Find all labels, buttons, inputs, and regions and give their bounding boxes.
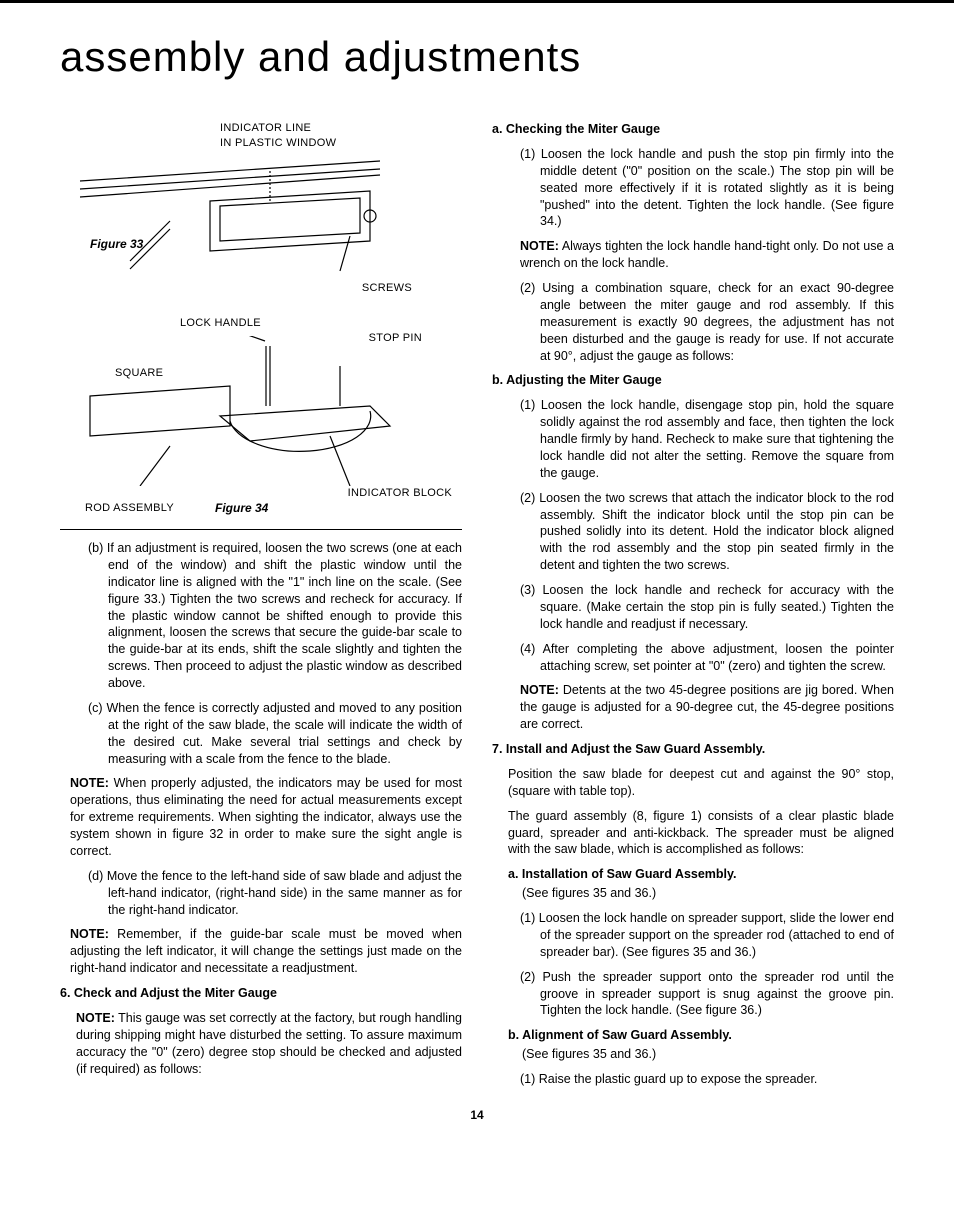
right-column: a. Checking the Miter Gauge (1) Loosen t…: [492, 121, 894, 1096]
para-b4: (4) After completing the above adjustmen…: [492, 641, 894, 675]
para-gb1: (1) Raise the plastic guard up to expose…: [492, 1071, 894, 1088]
callout-rod-assembly: ROD ASSEMBLY: [85, 501, 174, 516]
note-b-body: Detents at the two 45-degree positions a…: [520, 683, 894, 731]
sec-ga-sub: (See figures 35 and 36.): [492, 885, 894, 902]
note-b-label: NOTE:: [520, 683, 559, 697]
para-a1: (1) Loosen the lock handle and push the …: [492, 146, 894, 230]
note-1-body: When properly adjusted, the indicators m…: [70, 776, 462, 858]
para-b2: (2) Loosen the two screws that attach th…: [492, 490, 894, 574]
sec7-p1: Position the saw blade for deepest cut a…: [492, 766, 894, 800]
note-b: NOTE: Detents at the two 45-degree posit…: [492, 682, 894, 733]
note-2: NOTE: Remember, if the guide-bar scale m…: [60, 926, 462, 977]
section-6-note-body: This gauge was set correctly at the fact…: [76, 1011, 462, 1076]
callout-screws: SCREWS: [362, 281, 412, 296]
section-7-heading: 7. Install and Adjust the Saw Guard Asse…: [492, 741, 894, 758]
sec-a-heading: a. Checking the Miter Gauge: [492, 121, 894, 138]
sec-gb-heading: b. Alignment of Saw Guard Assembly.: [492, 1027, 894, 1044]
section-6-heading: 6. Check and Adjust the Miter Gauge: [60, 985, 462, 1002]
note-2-label: NOTE:: [70, 927, 109, 941]
sec7-p2: The guard assembly (8, figure 1) consist…: [492, 808, 894, 859]
section-6-note-label: NOTE:: [76, 1011, 115, 1025]
para-b1: (1) Loosen the lock handle, disengage st…: [492, 397, 894, 481]
sec-b-heading: b. Adjusting the Miter Gauge: [492, 372, 894, 389]
para-ga2: (2) Push the spreader support onto the s…: [492, 969, 894, 1020]
page-number: 14: [60, 1108, 894, 1122]
left-column: INDICATOR LINE IN PLASTIC WINDOW Figure …: [60, 121, 462, 1096]
figure-34: LOCK HANDLE STOP PIN SQUARE ROD ASSEMBLY: [60, 316, 462, 516]
figure-33: INDICATOR LINE IN PLASTIC WINDOW Figure …: [60, 121, 462, 311]
section-6-note: NOTE: This gauge was set correctly at th…: [60, 1010, 462, 1078]
para-c: (c) When the fence is correctly adjusted…: [60, 700, 462, 768]
note-a-body: Always tighten the lock handle hand-tigh…: [520, 239, 894, 270]
callout-indicator-block: INDICATOR BLOCK: [348, 486, 452, 501]
note-1: NOTE: When properly adjusted, the indica…: [60, 775, 462, 859]
para-ga1: (1) Loosen the lock handle on spreader s…: [492, 910, 894, 961]
note-1-label: NOTE:: [70, 776, 109, 790]
figure-33-caption: Figure 33: [90, 236, 143, 252]
figure-34-caption: Figure 34: [215, 500, 268, 516]
para-d: (d) Move the fence to the left-hand side…: [60, 868, 462, 919]
para-b3: (3) Loosen the lock handle and recheck f…: [492, 582, 894, 633]
note-a: NOTE: Always tighten the lock handle han…: [492, 238, 894, 272]
note-a-label: NOTE:: [520, 239, 559, 253]
page-title: assembly and adjustments: [60, 33, 894, 81]
para-b: (b) If an adjustment is required, loosen…: [60, 540, 462, 692]
para-a2: (2) Using a combination square, check fo…: [492, 280, 894, 364]
note-2-body: Remember, if the guide-bar scale must be…: [70, 927, 462, 975]
sec-ga-heading: a. Installation of Saw Guard Assembly.: [492, 866, 894, 883]
sec-gb-sub: (See figures 35 and 36.): [492, 1046, 894, 1063]
callout-indicator-line: INDICATOR LINE IN PLASTIC WINDOW: [220, 121, 336, 151]
callout-lock-handle: LOCK HANDLE: [180, 316, 261, 331]
